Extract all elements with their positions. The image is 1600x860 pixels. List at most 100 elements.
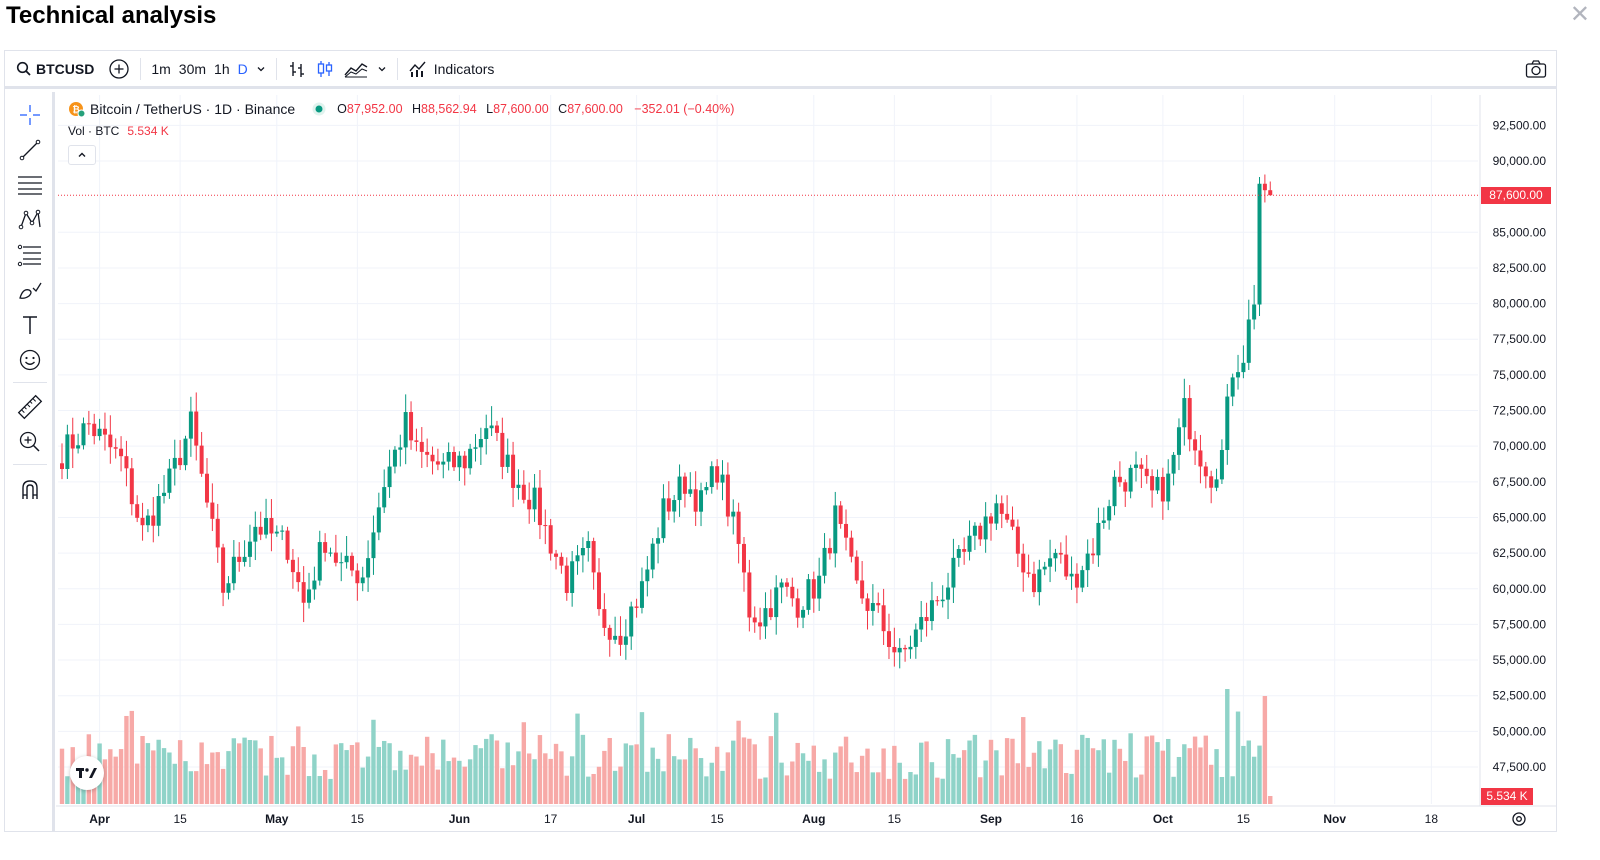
tradingview-logo[interactable] xyxy=(70,756,104,790)
candle-body xyxy=(629,606,634,637)
chart-legend: ₿ Bitcoin / TetherUS · 1D · Binance O87,… xyxy=(68,100,734,118)
candle-body xyxy=(817,575,822,599)
volume-value: 5.534 K xyxy=(127,124,169,138)
compare-add-button[interactable] xyxy=(104,54,134,84)
emoji-tool[interactable] xyxy=(15,345,45,375)
candle-body xyxy=(564,565,569,593)
crosshair-tool[interactable] xyxy=(15,100,45,130)
candle-body xyxy=(978,525,983,540)
volume-bar xyxy=(859,755,865,804)
candle-body xyxy=(221,547,226,593)
ohlc-values: O87,952.00 H88,562.94 L87,600.00 C87,600… xyxy=(337,102,734,116)
zoom-tool[interactable] xyxy=(15,427,45,457)
candle-body xyxy=(1058,552,1063,555)
candle-body xyxy=(1074,573,1079,588)
text-icon xyxy=(23,316,37,334)
candle-body xyxy=(758,622,763,627)
candle-body xyxy=(1246,319,1251,363)
candle-body xyxy=(806,579,811,610)
candle-body xyxy=(527,499,532,510)
candle-body xyxy=(1128,467,1133,492)
candle-body xyxy=(92,423,97,437)
high-value: 88,562.94 xyxy=(421,102,477,116)
candle-body xyxy=(870,603,875,611)
area-chart-type-button[interactable] xyxy=(339,54,373,84)
trend-line-tool[interactable] xyxy=(15,135,45,165)
bar-chart-type-button[interactable] xyxy=(283,54,311,84)
volume-bar xyxy=(720,770,725,804)
candle-body xyxy=(795,598,800,618)
fib-retracement-tool[interactable] xyxy=(15,170,45,200)
volume-bar xyxy=(1053,739,1058,804)
volume-bar xyxy=(414,756,419,804)
svg-text:₿: ₿ xyxy=(72,105,79,115)
indicators-button[interactable]: Indicators xyxy=(404,54,499,84)
last-price-badge: 87,600.00 xyxy=(1481,187,1551,204)
candle-body xyxy=(1176,427,1181,455)
volume-bar xyxy=(543,753,548,804)
candle-body xyxy=(398,447,403,450)
candle-body xyxy=(768,608,773,618)
volume-bar xyxy=(688,737,693,804)
candle-body xyxy=(1209,476,1214,488)
candle-body xyxy=(623,636,628,645)
candle-body xyxy=(274,531,279,534)
candle-body xyxy=(1101,520,1106,523)
chart-type-dropdown[interactable] xyxy=(373,54,391,84)
candle-body xyxy=(478,439,483,448)
volume-bar xyxy=(564,775,569,804)
volume-bar xyxy=(355,742,360,804)
timeframe-d[interactable]: D xyxy=(237,60,248,77)
symbol-search[interactable]: BTCUSD xyxy=(12,54,98,84)
candle-body xyxy=(392,449,397,467)
collapse-legend-button[interactable] xyxy=(68,145,96,165)
price-tick-label: 85,000.00 xyxy=(1493,225,1547,239)
timeframe-dropdown[interactable] xyxy=(252,54,270,84)
magnet-tool[interactable] xyxy=(15,475,45,505)
timeframe-1h[interactable]: 1h xyxy=(214,60,230,77)
forecasting-tool[interactable] xyxy=(15,240,45,270)
candle-body xyxy=(355,570,360,584)
volume-bar xyxy=(199,742,204,804)
timeframe-1m[interactable]: 1m xyxy=(151,60,171,77)
text-tool[interactable] xyxy=(15,310,45,340)
volume-bar xyxy=(618,766,623,804)
volume-bar xyxy=(156,739,161,804)
candle-body xyxy=(924,617,929,622)
volume-bar xyxy=(500,768,505,804)
candle-body xyxy=(731,511,736,517)
candle-body xyxy=(1080,570,1085,588)
volume-bar xyxy=(349,745,355,804)
close-icon[interactable]: ✕ xyxy=(1569,1,1590,28)
volume-bar xyxy=(1160,750,1166,804)
candles-chart-type-button[interactable] xyxy=(311,54,339,84)
volume-bar xyxy=(441,739,446,804)
pattern-tool[interactable] xyxy=(15,205,45,235)
measure-tool[interactable] xyxy=(15,392,45,422)
chevron-up-icon xyxy=(78,152,86,157)
volume-bar xyxy=(1112,739,1117,804)
toolbar-separator xyxy=(275,57,277,80)
candle-body xyxy=(763,608,768,627)
candle-body xyxy=(559,556,564,566)
volume-bar xyxy=(945,739,951,804)
volume-bar xyxy=(902,778,908,804)
volume-bar xyxy=(387,743,392,804)
volume-bar xyxy=(419,765,424,804)
volume-bar xyxy=(59,748,65,804)
candle-body xyxy=(989,516,994,524)
timeframe-30m[interactable]: 30m xyxy=(178,60,207,77)
chart-settings-button[interactable] xyxy=(1510,810,1528,833)
candle-body xyxy=(237,556,242,562)
volume-bar xyxy=(929,762,935,804)
snapshot-button[interactable] xyxy=(1525,59,1547,82)
candle-body xyxy=(897,647,902,653)
candle-body xyxy=(634,606,639,608)
volume-bar xyxy=(994,750,999,804)
candle-body xyxy=(1144,468,1149,477)
low-label: L xyxy=(486,102,494,116)
time-tick-label: Oct xyxy=(1153,812,1173,826)
brush-tool[interactable] xyxy=(15,275,45,305)
volume-bar xyxy=(274,757,279,804)
